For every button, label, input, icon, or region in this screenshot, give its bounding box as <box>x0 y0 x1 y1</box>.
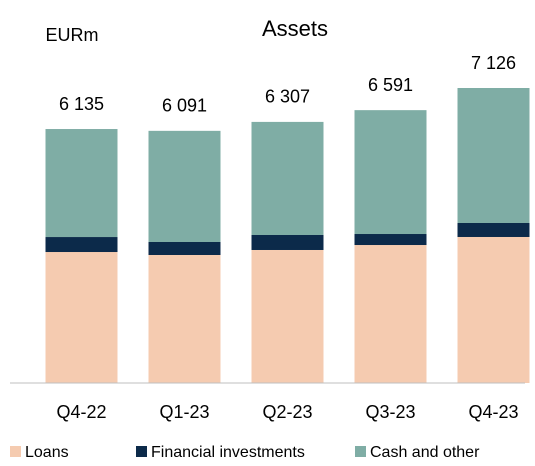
chart-title: Assets <box>262 16 328 41</box>
bar-segment <box>251 249 324 383</box>
bar-segment <box>354 245 427 383</box>
legend-label: Cash and other <box>370 444 480 461</box>
total-label: 7 126 <box>471 53 516 73</box>
bar-segment <box>354 234 427 246</box>
x-tick-label: Q2-23 <box>262 402 312 422</box>
x-tick-label: Q4-23 <box>468 402 518 422</box>
bar-segment <box>45 237 118 253</box>
legend-swatch <box>355 446 366 457</box>
total-label: 6 135 <box>59 94 104 114</box>
unit-label: EURm <box>46 25 99 45</box>
bar-segment <box>148 254 221 383</box>
total-label: 6 307 <box>265 87 310 107</box>
bar-segment <box>457 236 530 383</box>
x-tick-label: Q1-23 <box>159 402 209 422</box>
bar-segment <box>148 130 221 242</box>
bar-segment <box>457 222 530 237</box>
legend-swatch <box>10 446 21 457</box>
legend-swatch <box>136 446 147 457</box>
x-tick-label: Q3-23 <box>365 402 415 422</box>
x-tick-label: Q4-22 <box>56 402 106 422</box>
bar-segment <box>45 129 118 238</box>
bar-segment <box>45 252 118 383</box>
total-label: 6 591 <box>368 75 413 95</box>
legend-label: Loans <box>25 444 69 461</box>
bar-segment <box>251 121 324 236</box>
bar-segment <box>457 88 530 223</box>
bar-segment <box>148 241 221 255</box>
bar-segment <box>354 110 427 235</box>
legend-label: Financial investments <box>151 444 305 461</box>
bar-segment <box>251 235 324 250</box>
total-label: 6 091 <box>162 96 207 116</box>
